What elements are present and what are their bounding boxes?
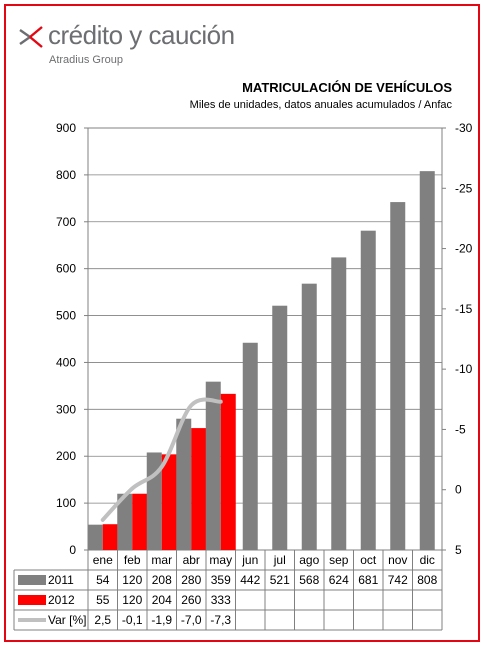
legend-label: 2011	[48, 573, 74, 587]
brand-arrow-icon	[19, 26, 43, 48]
y-tick-label: 300	[56, 402, 76, 416]
plot-area	[87, 127, 443, 551]
y2-tick-label: -25	[455, 181, 473, 195]
data-label-2012-may: 333	[211, 593, 231, 607]
data-label-2011-ago: 568	[299, 573, 319, 587]
data-label-Var [%]-ene: 2,5	[94, 613, 111, 627]
legend-swatch-2011	[18, 575, 46, 585]
data-label-2011-ene: 54	[96, 573, 110, 587]
bar-2011-jul	[272, 305, 288, 550]
bar-2012-abr	[191, 428, 207, 550]
brand-name: crédito y caución	[48, 20, 235, 50]
data-label-Var [%]-mar: -1,9	[151, 613, 172, 627]
x-tick-label: feb	[124, 553, 141, 567]
bar-2011-feb	[117, 493, 133, 550]
y-tick-label: 800	[56, 168, 76, 182]
y2-tick-label: -5	[455, 422, 466, 436]
bar-2011-dic	[419, 171, 435, 551]
y2-tick-label: 5	[455, 543, 462, 557]
data-label-2012-ene: 55	[96, 593, 110, 607]
bar-2011-nov	[390, 202, 406, 550]
y2-tick-label: -10	[455, 362, 473, 376]
bar-2012-ene	[102, 524, 118, 550]
bar-2012-feb	[132, 493, 148, 550]
bar-2011-oct	[360, 230, 376, 551]
bar-2011-may	[205, 381, 221, 550]
y2-tick-label: -20	[455, 242, 473, 256]
chart-title: MATRICULACIÓN DE VEHÍCULOS	[242, 80, 452, 95]
y-tick-label: 0	[69, 543, 76, 557]
y-tick-label: 200	[56, 449, 76, 463]
bar-2011-abr	[176, 418, 192, 550]
x-tick-label: mar	[151, 553, 172, 567]
bar-2011-jun	[242, 342, 258, 550]
y-tick-label: 600	[56, 262, 76, 276]
data-label-2011-mar: 208	[152, 573, 172, 587]
x-tick-label: oct	[360, 553, 377, 567]
brand-group: Atradius Group	[49, 54, 123, 66]
data-label-2011-jun: 442	[240, 573, 260, 587]
data-label-Var [%]-feb: -0,1	[122, 613, 143, 627]
bar-2011-sep	[331, 257, 347, 550]
x-tick-label: sep	[329, 553, 349, 567]
y-tick-label: 500	[56, 309, 76, 323]
bar-2012-may	[220, 393, 236, 550]
x-tick-label: may	[209, 553, 232, 567]
data-label-2011-abr: 280	[181, 573, 201, 587]
data-label-2011-nov: 742	[388, 573, 408, 587]
y2-tick-label: -30	[455, 121, 473, 135]
y-tick-label: 700	[56, 215, 76, 229]
data-label-2011-sep: 624	[329, 573, 349, 587]
legend-swatch-2012	[18, 595, 46, 605]
data-label-2011-dic: 808	[417, 573, 437, 587]
x-tick-label: jul	[273, 553, 286, 567]
x-tick-label: ene	[93, 553, 113, 567]
data-label-Var [%]-abr: -7,0	[181, 613, 202, 627]
x-tick-label: nov	[388, 553, 407, 567]
data-label-2012-abr: 260	[181, 593, 201, 607]
x-tick-label: jun	[241, 553, 258, 567]
legend-label: 2012	[48, 593, 75, 607]
data-label-2012-mar: 204	[152, 593, 172, 607]
y2-tick-label: -15	[455, 302, 473, 316]
y-tick-label: 400	[56, 355, 76, 369]
bar-2012-mar	[161, 454, 177, 550]
bar-2011-ago	[301, 283, 317, 550]
y2-tick-label: 0	[455, 483, 462, 497]
data-label-2011-jul: 521	[270, 573, 290, 587]
data-label-2012-feb: 120	[122, 593, 142, 607]
data-label-Var [%]-may: -7,3	[210, 613, 231, 627]
data-label-2011-oct: 681	[358, 573, 378, 587]
data-label-2011-feb: 120	[122, 573, 142, 587]
y-tick-label: 900	[56, 121, 76, 135]
bar-2011-ene	[87, 524, 103, 550]
y-tick-label: 100	[56, 496, 76, 510]
chart-subtitle: Miles de unidades, datos anuales acumula…	[189, 99, 452, 111]
x-tick-label: abr	[183, 553, 200, 567]
line-var	[100, 397, 223, 522]
legend-label: Var [%]	[48, 613, 86, 627]
x-tick-label: dic	[420, 553, 435, 567]
x-tick-label: ago	[299, 553, 319, 567]
data-label-2011-may: 359	[211, 573, 231, 587]
